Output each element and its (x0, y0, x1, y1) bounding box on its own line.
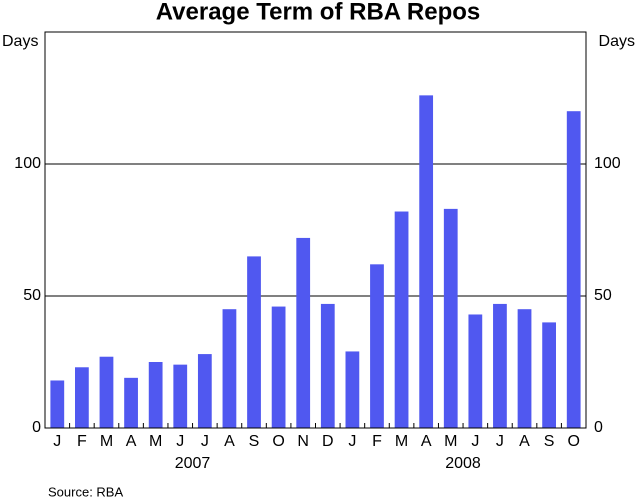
x-tick-label: D (322, 433, 334, 450)
x-tick-label: M (395, 433, 408, 450)
x-tick-label: M (100, 433, 113, 450)
x-tick-label: A (421, 433, 432, 450)
x-tick-label: A (519, 433, 530, 450)
bar (148, 362, 163, 428)
bar (493, 303, 507, 428)
x-tick-label: J (176, 433, 184, 450)
x-tick-label: O (272, 433, 284, 450)
bar (517, 309, 532, 428)
bar (419, 95, 434, 429)
y2-tick-label: 100 (594, 155, 621, 172)
bar (75, 367, 89, 428)
y2-tick-label: 50 (594, 287, 612, 304)
bar (247, 256, 261, 428)
bar (197, 354, 212, 428)
x-tick-label: O (567, 433, 579, 450)
y-tick-label: 50 (23, 287, 41, 304)
bar (271, 306, 286, 428)
x-tick-label: A (224, 433, 235, 450)
x-tick-label: M (444, 433, 457, 450)
plot-frame (44, 31, 587, 429)
x-tick-label: S (249, 433, 260, 450)
bar (443, 208, 458, 428)
x-tick-label: M (149, 433, 162, 450)
y-axis-label: Days (2, 33, 38, 50)
bar (173, 364, 188, 428)
y2-axis-label: Days (599, 33, 635, 50)
x-group-label: 2007 (175, 455, 211, 472)
bar (99, 356, 114, 428)
x-tick-label: J (201, 433, 209, 450)
source-note: Source: RBA (48, 484, 123, 499)
x-tick-label: N (297, 433, 309, 450)
x-tick-label: J (53, 433, 61, 450)
x-tick-label: S (544, 433, 555, 450)
x-tick-label: J (471, 433, 479, 450)
bar (542, 322, 556, 428)
bar (222, 309, 237, 428)
bar (124, 377, 138, 428)
bar (50, 380, 65, 428)
bar (566, 111, 581, 428)
x-tick-label: J (348, 433, 356, 450)
bar (296, 237, 311, 428)
x-tick-label: A (126, 433, 137, 450)
chart-title: Average Term of RBA Repos (156, 0, 481, 25)
x-tick-label: J (496, 433, 504, 450)
bar (394, 211, 409, 428)
y2-tick-label: 0 (594, 419, 603, 436)
bar (468, 314, 483, 428)
x-tick-label: F (372, 433, 382, 450)
y-tick-label: 100 (14, 155, 41, 172)
x-group-label: 2008 (445, 455, 481, 472)
bar (320, 303, 335, 428)
y-tick-label: 0 (32, 419, 41, 436)
bar (370, 264, 384, 428)
bar (345, 351, 360, 428)
x-tick-label: F (77, 433, 87, 450)
